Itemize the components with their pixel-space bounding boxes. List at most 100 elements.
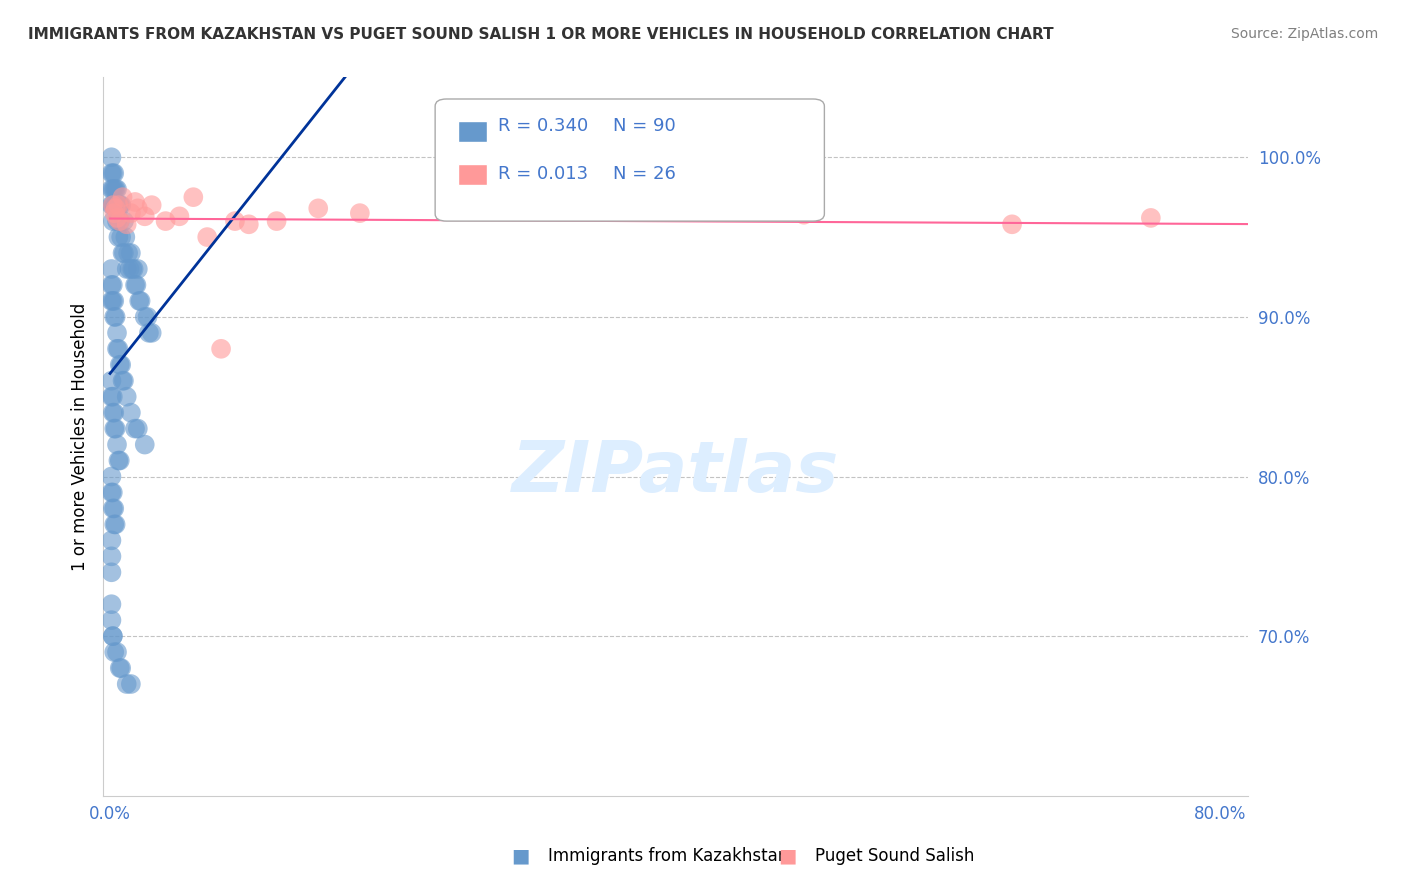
Point (100, 198, 122, 212)
Point (107, 230, 129, 244)
Point (111, 374, 134, 388)
Point (108, 214, 131, 228)
Point (103, 206, 125, 220)
Point (105, 211, 128, 225)
Point (169, 210, 191, 224)
Point (100, 597, 122, 611)
Point (101, 214, 124, 228)
Point (134, 310, 156, 324)
FancyBboxPatch shape (434, 99, 824, 221)
Point (101, 198, 124, 212)
Text: IMMIGRANTS FROM KAZAKHSTAN VS PUGET SOUND SALISH 1 OR MORE VEHICLES IN HOUSEHOLD: IMMIGRANTS FROM KAZAKHSTAN VS PUGET SOUN… (28, 27, 1053, 42)
Point (103, 501, 125, 516)
Point (103, 166, 125, 180)
Point (108, 661, 131, 675)
Point (118, 262, 141, 277)
Text: Source: ZipAtlas.com: Source: ZipAtlas.com (1230, 27, 1378, 41)
Point (127, 422, 149, 436)
Point (101, 629, 124, 643)
Point (115, 217, 138, 231)
Point (100, 469, 122, 483)
FancyBboxPatch shape (458, 163, 486, 186)
Point (141, 198, 163, 212)
Point (101, 277, 124, 292)
Point (103, 310, 125, 324)
Point (224, 214, 246, 228)
Point (121, 262, 143, 277)
Point (266, 214, 288, 228)
Point (112, 374, 135, 388)
Point (307, 202, 329, 216)
Point (110, 358, 132, 372)
Point (100, 182, 122, 196)
Point (127, 202, 149, 216)
Text: N = 26: N = 26 (613, 165, 675, 184)
Point (110, 661, 132, 675)
Text: R = 0.340: R = 0.340 (498, 117, 588, 136)
Point (138, 326, 160, 340)
Point (103, 422, 125, 436)
FancyBboxPatch shape (458, 120, 486, 142)
Point (122, 262, 145, 277)
Point (134, 437, 156, 451)
Point (100, 277, 122, 292)
Point (100, 293, 122, 308)
Point (112, 214, 135, 228)
Point (101, 406, 124, 420)
Text: ■: ■ (778, 847, 797, 866)
Point (120, 406, 142, 420)
Point (349, 206, 371, 220)
Text: ■: ■ (510, 847, 530, 866)
Point (101, 182, 124, 196)
Point (103, 198, 125, 212)
Point (117, 246, 139, 260)
Point (238, 217, 260, 231)
Point (100, 533, 122, 548)
Y-axis label: 1 or more Vehicles in Household: 1 or more Vehicles in Household (72, 302, 89, 571)
Point (105, 645, 128, 659)
Point (101, 166, 124, 180)
Point (101, 485, 124, 500)
Point (115, 677, 138, 691)
Point (101, 390, 124, 404)
Point (104, 182, 127, 196)
Text: Immigrants from Kazakhstan: Immigrants from Kazakhstan (548, 847, 789, 865)
Point (105, 326, 128, 340)
Point (101, 293, 124, 308)
Point (105, 437, 128, 451)
Point (120, 677, 142, 691)
Point (100, 150, 122, 164)
Point (195, 230, 218, 244)
Point (141, 326, 163, 340)
Text: R = 0.013: R = 0.013 (498, 165, 588, 184)
Point (120, 206, 142, 220)
Point (103, 293, 125, 308)
Point (793, 208, 815, 222)
Point (103, 645, 125, 659)
Point (125, 277, 148, 292)
Point (100, 262, 122, 277)
Point (108, 214, 131, 228)
Point (100, 566, 122, 580)
Point (105, 182, 128, 196)
Point (1140, 211, 1163, 225)
Point (120, 246, 142, 260)
Point (107, 198, 129, 212)
Point (104, 517, 127, 532)
Point (134, 210, 156, 224)
Point (100, 613, 122, 627)
Point (107, 453, 129, 467)
Point (104, 422, 127, 436)
Point (105, 214, 128, 228)
Point (100, 166, 122, 180)
Point (108, 198, 131, 212)
Text: Puget Sound Salish: Puget Sound Salish (815, 847, 974, 865)
Point (100, 549, 122, 564)
Point (128, 293, 150, 308)
Point (108, 358, 131, 372)
Point (124, 194, 146, 209)
Point (110, 198, 132, 212)
Point (1001, 217, 1024, 231)
Point (100, 485, 122, 500)
Point (136, 310, 159, 324)
